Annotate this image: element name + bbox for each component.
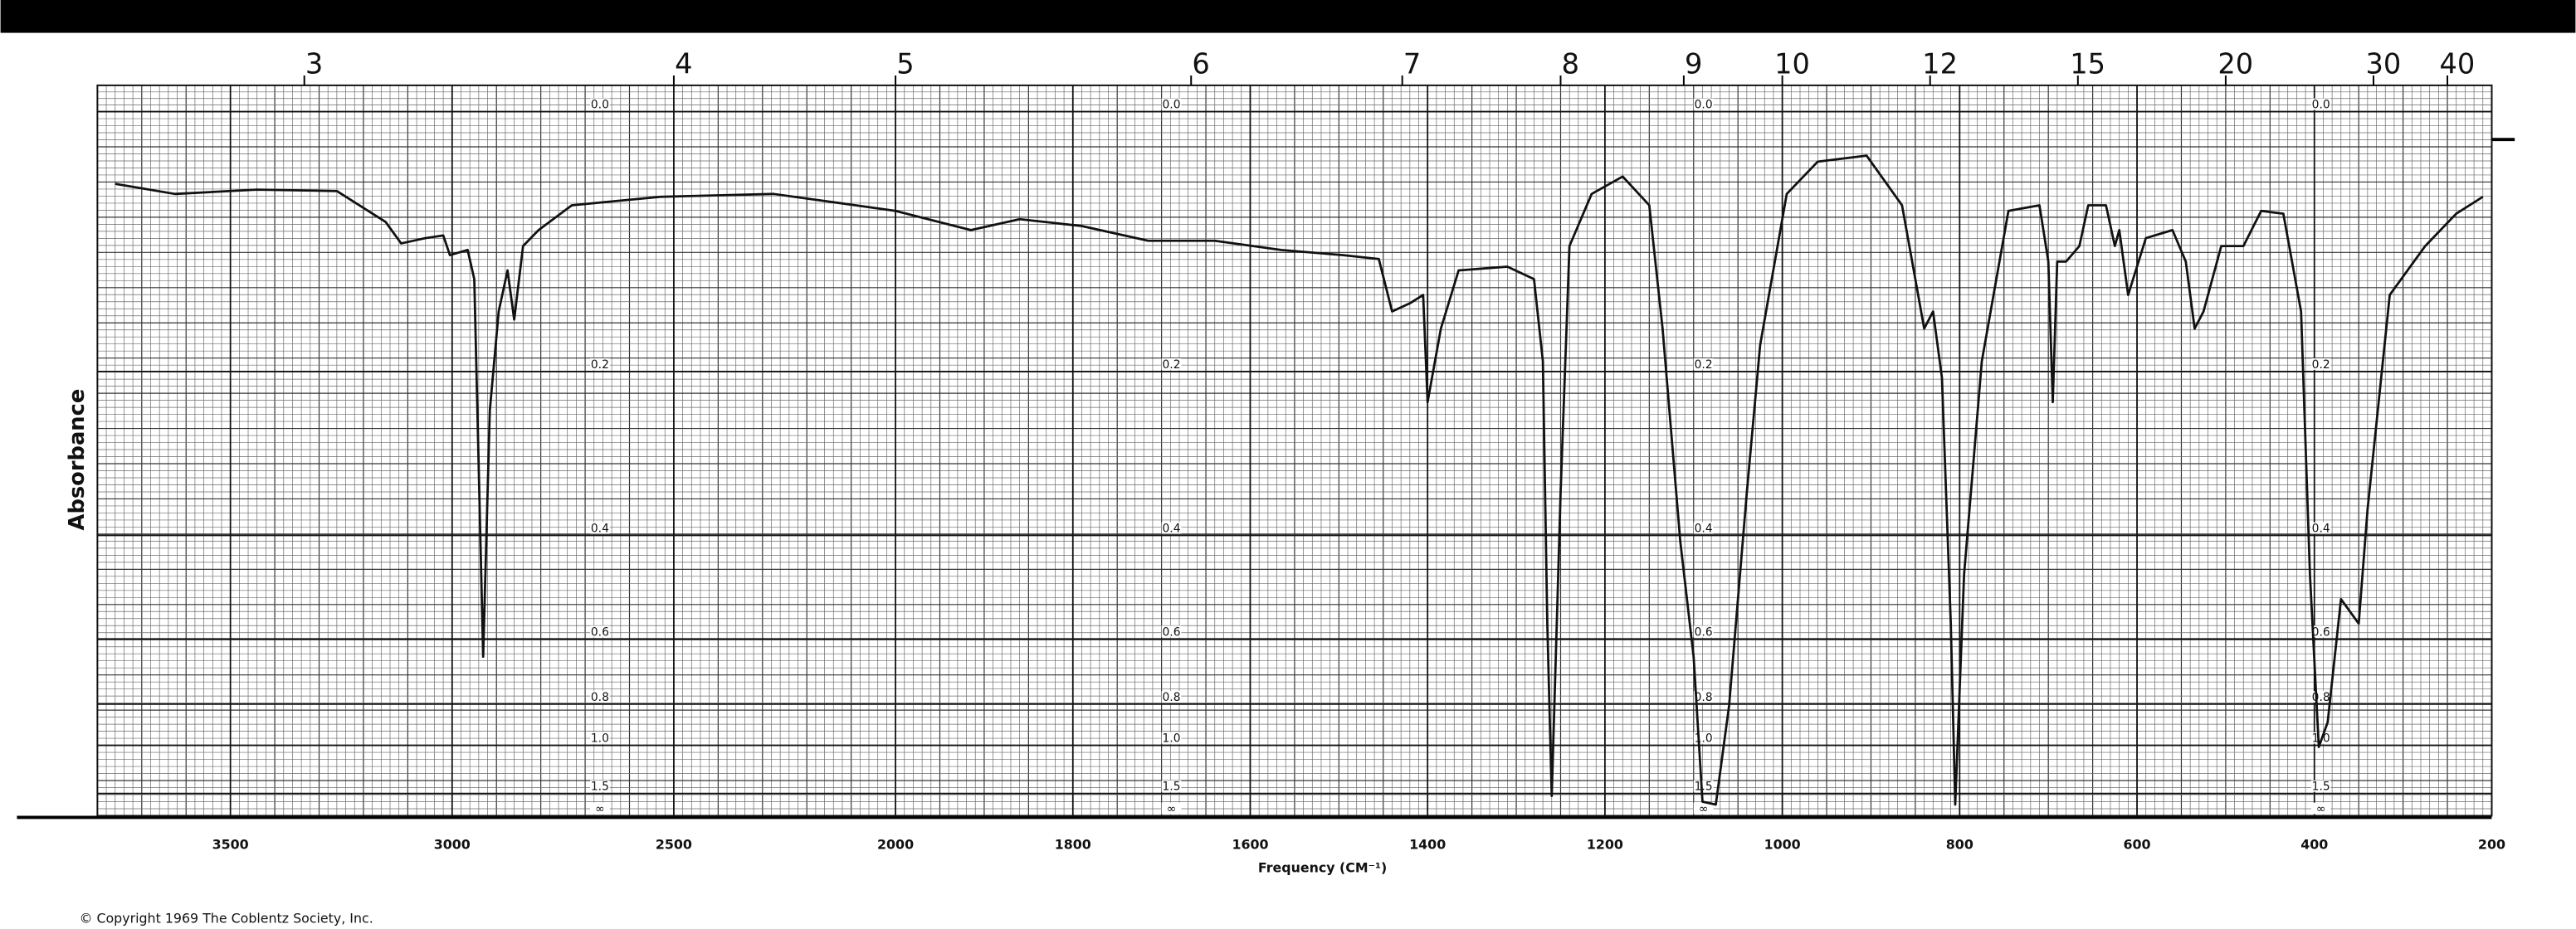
x2-tick-label: 3 (305, 48, 323, 80)
scan-edge (0, 0, 2576, 33)
y-tick-label: 0.6 (2312, 625, 2330, 639)
y-tick-label: 0.6 (1162, 625, 1180, 639)
x2-tick-label: 12 (1922, 48, 1958, 80)
y-tick-label: 1.0 (591, 732, 609, 746)
y-tick-label: 0.6 (591, 625, 609, 639)
tick-label-bg (1693, 358, 1714, 370)
y-tick-label: 0.2 (591, 358, 609, 372)
y-tick-label: 0.2 (1162, 358, 1180, 372)
y-tick-label: 1.0 (1162, 732, 1180, 746)
y-tick-label: 0.0 (2312, 99, 2330, 112)
x2-tick-label: 10 (1774, 48, 1810, 80)
tick-label-bg (590, 802, 610, 815)
copyright: © Copyright 1969 The Coblentz Society, I… (80, 911, 373, 927)
y-tick-label: 0.0 (1162, 99, 1180, 112)
y-tick-label: 1.5 (591, 781, 609, 794)
y-tick-label: 1.5 (2312, 781, 2330, 794)
x2-tick-label: 15 (2070, 48, 2105, 80)
tick-label-bg (1161, 691, 1182, 703)
y-tick-label: ∞ (1167, 803, 1177, 816)
tick-label-bg (1161, 802, 1182, 815)
tick-label-bg (590, 358, 610, 370)
tick-label-bg (2310, 522, 2331, 534)
tick-label-bg (1161, 522, 1182, 534)
x2-tick-label: 7 (1403, 48, 1421, 80)
y-tick-label: 0.4 (591, 523, 609, 536)
x-tick-label: 1200 (1587, 837, 1623, 853)
tick-label-bg (590, 691, 610, 703)
x-tick-label: 3500 (212, 837, 249, 853)
x-tick-label: 3000 (434, 837, 471, 853)
x2-tick-label: 8 (1562, 48, 1579, 80)
x-tick-label: 2000 (877, 837, 914, 853)
y-axis-title: Absorbance (65, 389, 90, 531)
tick-label-bg (2310, 625, 2331, 638)
y-tick-label: 0.0 (1695, 99, 1713, 112)
y-tick-label: ∞ (1699, 803, 1709, 816)
x-axis-title: Frequency (CM⁻¹) (1258, 859, 1387, 875)
x2-tick-label: 20 (2217, 48, 2253, 80)
x-tick-label: 2500 (656, 837, 692, 853)
tick-label-bg (590, 780, 610, 792)
x2-tick-label: 6 (1192, 48, 1209, 80)
tick-label-bg (1161, 358, 1182, 370)
y-tick-label: 1.0 (1695, 732, 1713, 746)
y-tick-label: ∞ (2316, 803, 2326, 816)
tick-label-bg (2310, 98, 2331, 110)
y-tick-label: 1.5 (1162, 781, 1180, 794)
axes: 3500 3000 2500 2000 1800 1600 1400 1200 1000 800 6… (17, 48, 2515, 853)
x2-tick-label: 40 (2440, 48, 2476, 80)
x-tick-label: 200 (2478, 837, 2505, 853)
tick-label-bg (2310, 358, 2331, 370)
tick-label-bg (2310, 802, 2331, 815)
tick-label-bg (2310, 780, 2331, 792)
tick-label-bg (1693, 780, 1714, 792)
y-tick-label: 0.8 (1695, 691, 1713, 704)
tick-label-bg (590, 732, 610, 744)
tick-label-bg (590, 522, 610, 534)
x2-tick-label: 4 (675, 48, 692, 80)
x-tick-label: 400 (2300, 837, 2328, 853)
tick-label-bg (1693, 691, 1714, 703)
x2-tick-label: 30 (2365, 48, 2401, 80)
tick-label-bg (1693, 625, 1714, 638)
y-tick-label: 0.0 (591, 99, 609, 112)
x-tick-label: 1400 (1409, 837, 1446, 853)
tick-label-bg (1161, 732, 1182, 744)
y-tick-label: 0.6 (1695, 625, 1713, 639)
y-tick-label: 0.4 (2312, 523, 2330, 536)
plot (115, 154, 2484, 806)
x-tick-label: 1000 (1764, 837, 1801, 853)
y-tick-label: 0.4 (1695, 523, 1713, 536)
tick-label-bg (590, 98, 610, 110)
tick-label-bg (1161, 625, 1182, 638)
tick-label-bg (1693, 98, 1714, 110)
x2-tick-label: 9 (1685, 48, 1702, 80)
tick-label-bg (590, 625, 610, 638)
spectrum-line (115, 154, 2484, 806)
y-tick-label: 0.2 (1695, 358, 1713, 372)
x-tick-label: 1800 (1055, 837, 1091, 853)
y-tick-label: 0.8 (591, 691, 609, 704)
x-tick-label: 1600 (1232, 837, 1268, 853)
y-tick-label: 0.8 (2312, 691, 2330, 704)
y-tick-label: 0.8 (1162, 691, 1180, 704)
tick-label-bg (1693, 522, 1714, 534)
tick-label-bg (1693, 802, 1714, 815)
y-tick-label: 1.5 (1695, 781, 1713, 794)
y-tick-label: ∞ (595, 803, 605, 816)
x2-tick-label: 5 (896, 48, 914, 80)
y-tick-label: 0.4 (1162, 523, 1180, 536)
tick-label-bg (1161, 98, 1182, 110)
chart-paper (96, 84, 2493, 817)
x-tick-label: 800 (1946, 837, 1973, 853)
y-tick-label: 0.2 (2312, 358, 2330, 372)
tick-label-bg (1161, 780, 1182, 792)
x-tick-label: 600 (2124, 837, 2151, 853)
